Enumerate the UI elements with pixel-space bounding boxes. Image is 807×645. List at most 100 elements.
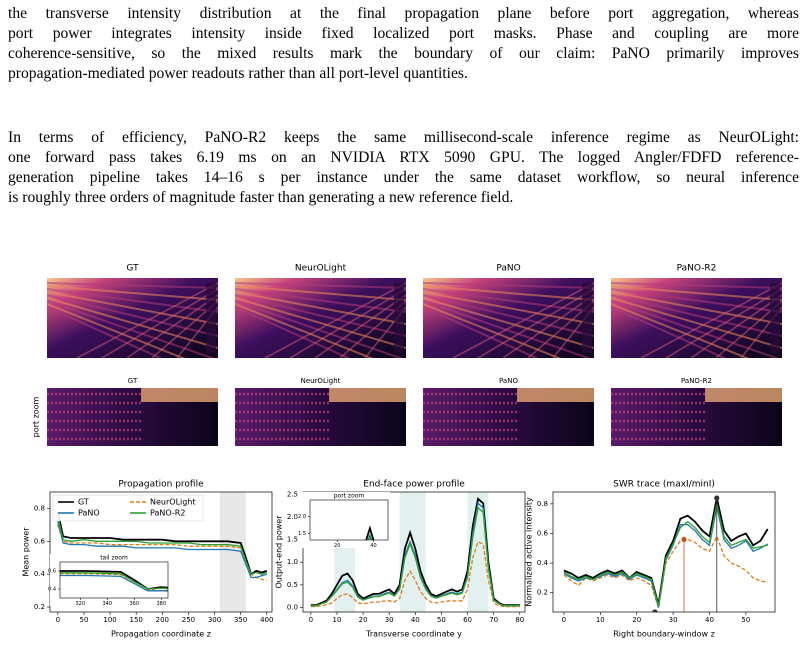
heatmap-stripe — [235, 303, 374, 358]
y-tick-label: 0.8 — [34, 504, 45, 512]
heatmap-stripe — [611, 306, 727, 358]
inset-area — [60, 570, 168, 592]
x-tick-label: 60 — [463, 616, 472, 624]
y-axis-label: Normalized active intensity — [525, 497, 534, 607]
heatmap-stripe — [235, 300, 404, 358]
heatmap-stripe — [314, 294, 406, 358]
y-tick-label: 0.8 — [537, 500, 548, 508]
marker — [714, 495, 720, 501]
legend-label: GT — [78, 498, 89, 507]
heatmap-stripe — [235, 294, 406, 337]
x-tick-label: 350 — [234, 616, 247, 624]
y-tick-label: 2.5 — [287, 490, 298, 498]
panel-title: NeurOLight — [301, 377, 341, 385]
heatmap — [611, 278, 782, 358]
x-tick-label: 30 — [669, 616, 678, 624]
heatmap-stripe — [452, 282, 594, 358]
x-tick-label: 340 — [102, 601, 112, 607]
heatmap-stripe — [47, 282, 218, 289]
series-line — [57, 521, 267, 579]
y-tick-label: 0.6 — [48, 569, 56, 575]
y-tick-label: 1.5 — [287, 536, 298, 544]
heatmap-stripe — [640, 282, 782, 358]
y-axis-label: Output-end power — [275, 515, 284, 589]
heatmap-stripe — [235, 288, 406, 313]
x-tick-label: 20 — [359, 616, 368, 624]
heatmap-stripe — [502, 294, 594, 358]
x-tick-label: 100 — [103, 616, 116, 624]
series-line — [57, 516, 268, 576]
text-line: In terms of efficiency, PaNO-R2 keeps th… — [8, 129, 799, 146]
heatmap-port — [582, 283, 592, 353]
y-tick-label: 2.0 — [287, 513, 298, 521]
x-tick-label: 70 — [489, 616, 498, 624]
heatmap-stripe — [611, 297, 782, 349]
heatmap-stripe — [47, 291, 218, 325]
x-tick-label: 40 — [411, 616, 420, 624]
panel-title: PaNO — [499, 377, 518, 385]
panel-title: GT — [126, 264, 139, 274]
heatmap — [47, 388, 218, 446]
y-tick-label: 0.4 — [537, 559, 549, 567]
x-tick-label: 50 — [79, 616, 88, 624]
heatmap-stripe — [423, 288, 594, 313]
x-tick-label: 150 — [130, 616, 143, 624]
heatmap-stripe — [47, 294, 218, 337]
x-axis-label: Propagation coordinate z — [111, 630, 211, 639]
heatmap — [235, 278, 406, 358]
x-tick-label: 50 — [741, 616, 750, 624]
series-line — [563, 503, 768, 607]
inset-frame — [309, 499, 389, 541]
plot-area — [563, 495, 769, 612]
x-tick-label: 30 — [385, 616, 394, 624]
heatmap — [423, 388, 594, 446]
paragraph: the transverse intensity distribution at… — [8, 4, 799, 84]
heatmap-stripe — [611, 291, 782, 325]
heatmap-port — [517, 388, 594, 402]
text-line: is roughly three orders of magnitude fas… — [8, 189, 514, 206]
x-axis-label: Right boundary-window z — [613, 630, 715, 639]
heatmap-stripe — [264, 282, 406, 358]
heatmap-stripe — [611, 300, 780, 358]
x-tick-label: 80 — [515, 616, 524, 624]
text-line: one forward pass takes 6.19 ms on an NVI… — [8, 149, 799, 166]
x-tick-label: 50 — [437, 616, 446, 624]
heatmap-stripe — [423, 282, 594, 289]
x-tick-label: 200 — [156, 616, 169, 624]
heatmap-stripe — [76, 282, 218, 358]
heatmap-stripe — [611, 288, 782, 313]
heatmap-stripe — [235, 291, 406, 325]
heatmap-stripe — [235, 297, 406, 349]
inset-frame — [59, 561, 169, 599]
heatmap-stripe — [47, 303, 186, 358]
y-tick-label: 1.0 — [287, 558, 298, 566]
x-tick-label: 300 — [208, 616, 221, 624]
heatmap-port — [206, 283, 216, 353]
y-tick-label: 0.4 — [48, 587, 56, 593]
heatmap-stripe — [423, 297, 594, 349]
heatmap — [611, 388, 782, 446]
series-line — [60, 574, 168, 592]
plot-title: Propagation profile — [118, 480, 204, 490]
plot-title: End-face power profile — [363, 480, 465, 490]
heatmap-stripe — [423, 303, 562, 358]
heatmap-stripe — [47, 288, 218, 313]
x-tick-label: 0 — [56, 616, 60, 624]
x-tick-label: 0 — [562, 616, 566, 624]
heatmap-stripe — [611, 282, 782, 289]
paragraph: In terms of efficiency, PaNO-R2 keeps th… — [8, 128, 799, 208]
heatmap-stripe — [690, 294, 782, 358]
x-tick-label: 40 — [370, 543, 376, 549]
series-line — [563, 497, 769, 605]
x-tick-label: 20 — [334, 543, 340, 549]
plot-area — [56, 492, 268, 612]
x-tick-label: 10 — [332, 616, 341, 624]
heatmap-stripe — [611, 294, 782, 337]
axes-frame — [49, 491, 273, 613]
y-tick-label: 0.6 — [537, 529, 549, 537]
heatmap — [423, 278, 594, 358]
inset-title: tail zoom — [100, 555, 128, 562]
axes-frame — [552, 491, 776, 613]
heatmap-stripe — [126, 294, 218, 358]
